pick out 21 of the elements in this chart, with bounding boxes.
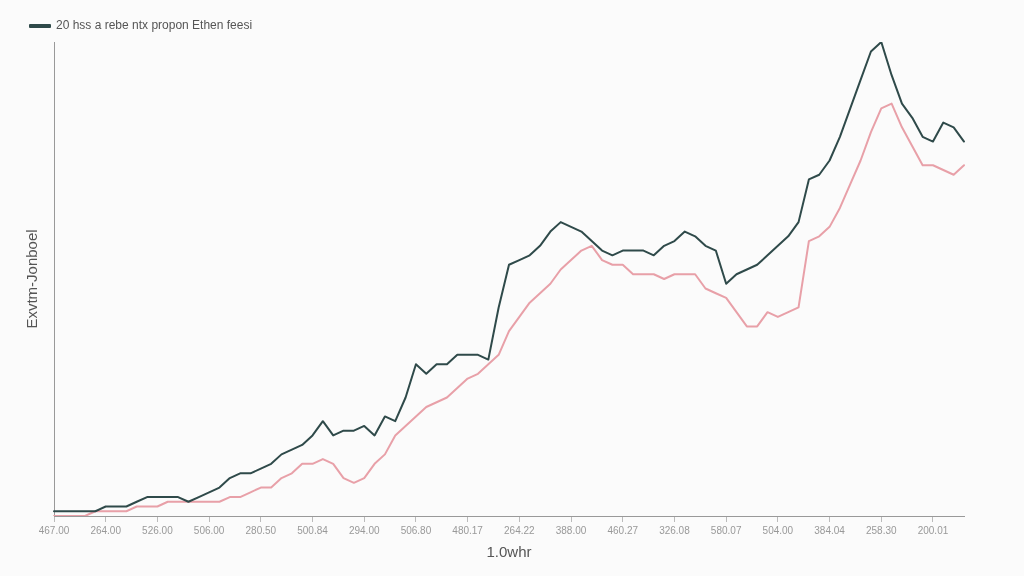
x-tick-label: 460.27: [607, 524, 639, 536]
x-tick-label: 580.07: [710, 524, 742, 536]
x-tick-label: 384.04: [814, 524, 846, 536]
x-axis-title: 1.0whr: [486, 543, 532, 561]
x-tick-label: 526.00: [142, 524, 174, 536]
y-axis-title: Exvtm-Jonboel: [23, 229, 41, 329]
x-tick-label: 480.17: [452, 524, 484, 536]
x-tick-label: 504.00: [762, 524, 794, 536]
x-tick-label: 467.00: [38, 524, 70, 536]
x-tick-label: 506.00: [193, 524, 225, 536]
x-tick-label: 388.00: [555, 524, 587, 536]
x-tick-label: 264.22: [504, 524, 536, 536]
x-tick-label: 258.30: [865, 524, 897, 536]
x-tick-label: 200.01: [917, 524, 949, 536]
x-tick-label: 500.84: [297, 524, 329, 536]
x-tick-label: 280.50: [245, 524, 277, 536]
x-tick-label: 294.00: [348, 524, 380, 536]
legend-label: 20 hss a rebe ntx propon Ethen feesi: [56, 18, 253, 33]
x-tick-label: 326.08: [659, 524, 691, 536]
x-tick-label: 506.80: [400, 524, 432, 536]
x-tick-label: 264.00: [90, 524, 122, 536]
